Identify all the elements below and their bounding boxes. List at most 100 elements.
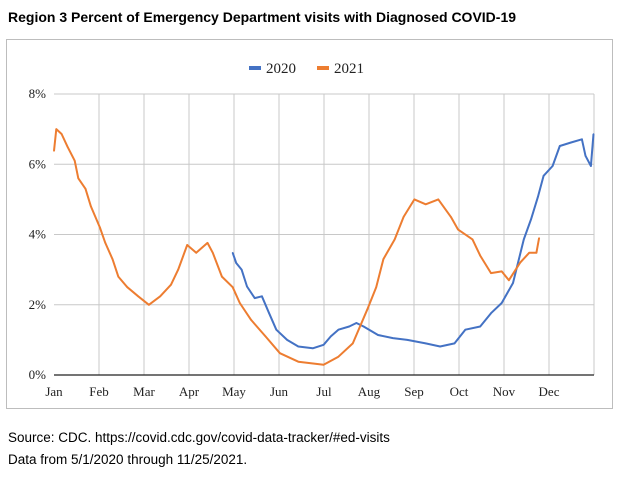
data-point-2021 — [170, 283, 172, 286]
data-point-2021 — [111, 258, 114, 260]
data-point-2021 — [55, 128, 58, 130]
data-point-2020 — [231, 251, 234, 254]
x-tick-label: Jun — [270, 384, 289, 399]
data-point-2021 — [212, 251, 214, 254]
data-point-2021 — [375, 286, 378, 288]
x-tick-label: Apr — [179, 384, 200, 399]
line-chart: 0% 2% 4% 6% 8% Jan Feb Mar Apr May Jun Jul Aug Sep Oct… — [29, 61, 595, 399]
data-point-2020 — [453, 342, 456, 345]
data-point-2021 — [402, 216, 405, 218]
data-point-2021 — [66, 145, 69, 148]
data-point-2020 — [275, 328, 278, 331]
data-point-2020 — [570, 141, 572, 144]
y-tick-label: 0% — [29, 367, 47, 382]
data-point-2020 — [592, 133, 595, 135]
data-point-2020 — [559, 145, 561, 147]
y-tick-label: 4% — [29, 227, 47, 242]
data-point-2021 — [90, 205, 92, 208]
x-tick-label: May — [222, 384, 246, 399]
data-point-2020 — [551, 165, 554, 167]
data-point-2020 — [240, 268, 243, 271]
data-point-2021 — [264, 335, 267, 338]
data-point-2021 — [73, 159, 76, 162]
data-point-2020 — [392, 337, 394, 339]
data-point-2021 — [337, 355, 340, 358]
x-tick-label: Nov — [493, 384, 516, 399]
data-point-2020 — [464, 328, 467, 331]
data-point-2021 — [393, 238, 396, 241]
data-point-2021 — [538, 237, 540, 239]
data-point-2020 — [584, 155, 587, 157]
data-point-2021 — [535, 251, 538, 254]
data-point-2020 — [500, 302, 503, 304]
data-point-2021 — [53, 150, 55, 152]
data-point-2021 — [490, 272, 492, 274]
data-point-2020 — [246, 285, 248, 288]
data-point-2020 — [377, 334, 379, 336]
chart-frame — [6, 39, 613, 409]
data-point-2021 — [195, 251, 197, 254]
data-point-2020 — [490, 312, 492, 314]
data-point-2021 — [500, 270, 503, 273]
data-point-2020 — [523, 238, 525, 241]
data-point-2021 — [528, 251, 530, 254]
data-point-2020 — [542, 175, 545, 177]
legend-swatch-2020 — [249, 66, 261, 70]
legend-label-2020: 2020 — [266, 61, 296, 77]
legend-swatch-2021 — [317, 66, 329, 70]
x-tick-label: Feb — [89, 384, 109, 399]
data-point-2020 — [537, 195, 539, 197]
data-point-2020 — [581, 138, 583, 141]
data-point-2020 — [362, 325, 365, 328]
data-point-2021 — [366, 308, 369, 311]
x-tick-label: Jul — [316, 384, 332, 399]
data-point-2021 — [126, 286, 129, 288]
data-point-2020 — [512, 282, 514, 284]
data-point-2021 — [117, 275, 120, 278]
source-note: Source: CDC. https://covid.cdc.gov/covid… — [8, 430, 390, 445]
data-point-2021 — [206, 242, 209, 244]
data-point-2020 — [286, 339, 288, 341]
data-point-2021 — [159, 295, 161, 298]
data-point-2020 — [530, 218, 532, 221]
data-point-2021 — [239, 302, 241, 304]
data-point-2021 — [60, 133, 63, 135]
data-point-2021 — [99, 226, 101, 229]
data-point-2021 — [457, 228, 459, 231]
data-point-2021 — [519, 261, 521, 264]
x-tick-label: Oct — [450, 384, 469, 399]
data-point-2021 — [297, 360, 300, 363]
data-point-2020 — [590, 165, 592, 167]
chart-title: Region 3 Percent of Emergency Department… — [8, 9, 517, 25]
data-point-2021 — [104, 242, 107, 244]
data-point-2021 — [382, 258, 385, 260]
data-point-2021 — [322, 364, 325, 366]
data-point-2021 — [186, 244, 188, 246]
x-tick-label: Jan — [45, 384, 63, 399]
data-point-2021 — [471, 238, 474, 241]
data-point-2021 — [231, 286, 234, 288]
data-point-2020 — [479, 325, 481, 328]
x-tick-label: Sep — [404, 384, 424, 399]
data-point-2021 — [279, 352, 281, 355]
data-point-2020 — [355, 322, 358, 324]
data-point-2021 — [84, 188, 87, 190]
y-tick-label: 2% — [29, 297, 47, 312]
data-point-2021 — [250, 319, 252, 321]
data-point-2020 — [311, 347, 314, 350]
data-point-2021 — [77, 177, 80, 180]
data-point-2020 — [261, 295, 263, 298]
legend-label-2021: 2021 — [334, 61, 364, 77]
data-point-2021 — [352, 342, 354, 345]
data-point-2021 — [177, 268, 179, 271]
data-point-2020 — [297, 345, 300, 348]
data-point-2021 — [221, 275, 223, 278]
data-point-2020 — [235, 262, 238, 264]
data-range-note: Data from 5/1/2020 through 11/25/2021. — [8, 452, 248, 467]
data-point-2020 — [253, 297, 256, 299]
data-point-2021 — [479, 254, 481, 257]
y-tick-label: 8% — [29, 86, 47, 101]
x-tick-label: Mar — [133, 384, 155, 399]
x-tick-label: Aug — [358, 384, 381, 399]
data-point-2020 — [268, 312, 270, 314]
